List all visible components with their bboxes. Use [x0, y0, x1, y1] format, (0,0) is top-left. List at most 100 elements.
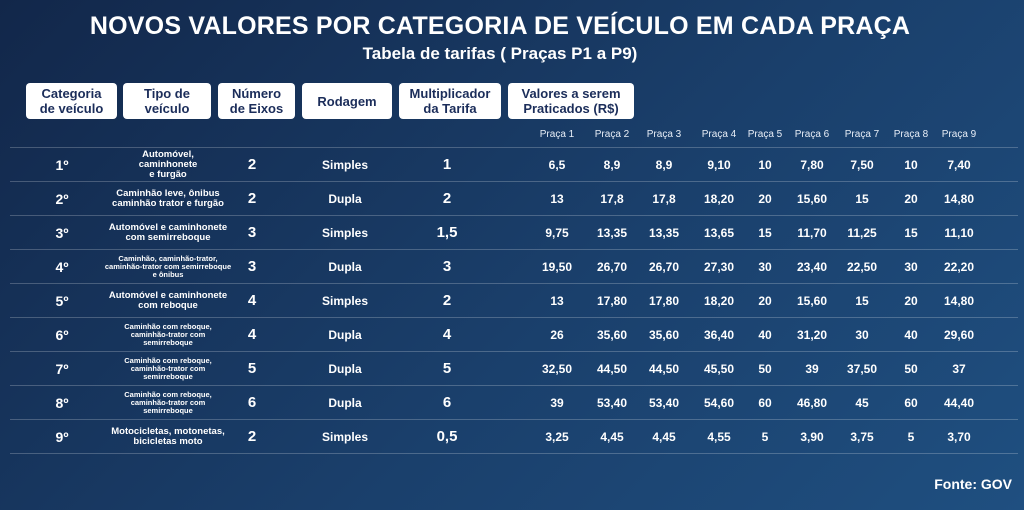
- multiplier-cell: 6: [442, 394, 452, 411]
- header-multiplicador: Multiplicador da Tarifa: [399, 83, 501, 119]
- price-cell: 60: [904, 395, 918, 410]
- price-cell: 26,70: [648, 259, 680, 274]
- price-cell: 7,40: [947, 157, 971, 172]
- multiplier-cell: 0,5: [436, 428, 458, 445]
- vehicle-type-cell: Automóvel, caminhonete e furgão: [138, 148, 198, 180]
- category-cell: 1º: [55, 156, 69, 173]
- price-cell: 13: [550, 293, 564, 308]
- vehicle-type-cell: Automóvel e caminhonete com semirreboque: [108, 221, 228, 243]
- header-valores: Valores a serem Praticados (R$): [508, 83, 634, 119]
- price-cell: 45,50: [703, 361, 735, 376]
- price-cell: 13: [550, 191, 564, 206]
- price-cell: 30: [904, 259, 918, 274]
- price-cell: 39: [805, 361, 819, 376]
- price-cell: 20: [758, 293, 772, 308]
- source-label: Fonte: GOV: [934, 476, 1012, 492]
- wheels-cell: Simples: [321, 293, 369, 308]
- price-cell: 29,60: [943, 327, 975, 342]
- multiplier-cell: 3: [442, 258, 452, 275]
- price-cell: 44,40: [943, 395, 975, 410]
- page-title: NOVOS VALORES POR CATEGORIA DE VEÍCULO E…: [89, 12, 911, 40]
- price-cell: 17,80: [648, 293, 680, 308]
- price-cell: 10: [904, 157, 918, 172]
- price-cell: 22,20: [943, 259, 975, 274]
- multiplier-cell: 2: [442, 292, 452, 309]
- praca-header: Praça 1: [539, 129, 575, 140]
- category-cell: 6º: [55, 326, 69, 343]
- price-cell: 40: [758, 327, 772, 342]
- price-cell: 50: [758, 361, 772, 376]
- price-cell: 4,45: [600, 429, 624, 444]
- praca-header: Praça 6: [794, 129, 830, 140]
- table-row: 2º Caminhão leve, ônibus caminhão trator …: [10, 181, 1018, 215]
- multiplier-cell: 1,5: [436, 224, 458, 241]
- price-cell: 20: [904, 293, 918, 308]
- price-cell: 15: [855, 293, 869, 308]
- price-cell: 30: [758, 259, 772, 274]
- table-row: 7º Caminhão com reboque, caminhão-trator …: [10, 351, 1018, 385]
- category-cell: 7º: [55, 360, 69, 377]
- praca-header: Praça 3: [646, 129, 682, 140]
- wheels-cell: Simples: [321, 225, 369, 240]
- table-row: 6º Caminhão com reboque, caminhão-trator …: [10, 317, 1018, 351]
- table-row: 5º Automóvel e caminhonete com reboque 4 Si…: [10, 283, 1018, 317]
- price-cell: 26,70: [596, 259, 628, 274]
- price-cell: 31,20: [796, 327, 828, 342]
- price-cell: 4,45: [652, 429, 676, 444]
- category-cell: 9º: [55, 428, 69, 445]
- wheels-cell: Dupla: [328, 395, 362, 410]
- price-cell: 36,40: [703, 327, 735, 342]
- table-row: 9º Motocicletas, motonetas, bicicletas mo…: [10, 419, 1018, 453]
- axles-cell: 4: [247, 292, 257, 309]
- price-cell: 20: [904, 191, 918, 206]
- price-cell: 4,55: [707, 429, 731, 444]
- price-cell: 35,60: [648, 327, 680, 342]
- price-cell: 7,80: [800, 157, 824, 172]
- praca-header: Praça 4: [701, 129, 737, 140]
- category-cell: 2º: [55, 190, 69, 207]
- praca-header: Praça 7: [844, 129, 880, 140]
- axles-cell: 2: [247, 156, 257, 173]
- price-cell: 9,10: [707, 157, 731, 172]
- price-cell: 5: [907, 429, 915, 444]
- price-cell: 53,40: [648, 395, 680, 410]
- price-cell: 18,20: [703, 191, 735, 206]
- wheels-cell: Simples: [321, 157, 369, 172]
- price-cell: 15,60: [796, 191, 828, 206]
- vehicle-type-cell: Motocicletas, motonetas, bicicletas moto: [111, 425, 225, 447]
- vehicle-type-cell: Caminhão com reboque, caminhão-trator co…: [124, 321, 212, 347]
- price-cell: 39: [550, 395, 564, 410]
- price-cell: 53,40: [596, 395, 628, 410]
- price-cell: 13,65: [703, 225, 735, 240]
- price-cell: 15,60: [796, 293, 828, 308]
- category-cell: 3º: [55, 224, 69, 241]
- price-cell: 32,50: [541, 361, 573, 376]
- category-cell: 4º: [55, 258, 69, 275]
- price-cell: 14,80: [943, 191, 975, 206]
- price-cell: 6,5: [548, 157, 566, 172]
- multiplier-cell: 2: [442, 190, 452, 207]
- price-cell: 17,8: [600, 191, 624, 206]
- price-cell: 37,50: [846, 361, 878, 376]
- wheels-cell: Simples: [321, 429, 369, 444]
- price-cell: 3,25: [545, 429, 569, 444]
- table-row: 1º Automóvel, caminhonete e furgão 2 Simple…: [10, 147, 1018, 181]
- price-cell: 40: [904, 327, 918, 342]
- price-cell: 11,70: [797, 225, 827, 240]
- price-cell: 11,10: [944, 225, 974, 240]
- price-cell: 30: [855, 327, 869, 342]
- price-cell: 17,80: [596, 293, 628, 308]
- praca-header: Praça 8: [893, 129, 929, 140]
- axles-cell: 5: [247, 360, 257, 377]
- price-cell: 60: [758, 395, 772, 410]
- price-cell: 13,35: [596, 225, 628, 240]
- vehicle-type-cell: Caminhão, caminhão-trator, caminhão-trat…: [104, 253, 232, 279]
- table-bottom-divider: [10, 453, 1018, 454]
- price-cell: 44,50: [596, 361, 628, 376]
- axles-cell: 2: [247, 428, 257, 445]
- price-cell: 22,50: [846, 259, 878, 274]
- price-cell: 9,75: [545, 225, 569, 240]
- price-cell: 7,50: [850, 157, 874, 172]
- table-row: 4º Caminhão, caminhão-trator, caminhão-tr…: [10, 249, 1018, 283]
- axles-cell: 3: [247, 258, 257, 275]
